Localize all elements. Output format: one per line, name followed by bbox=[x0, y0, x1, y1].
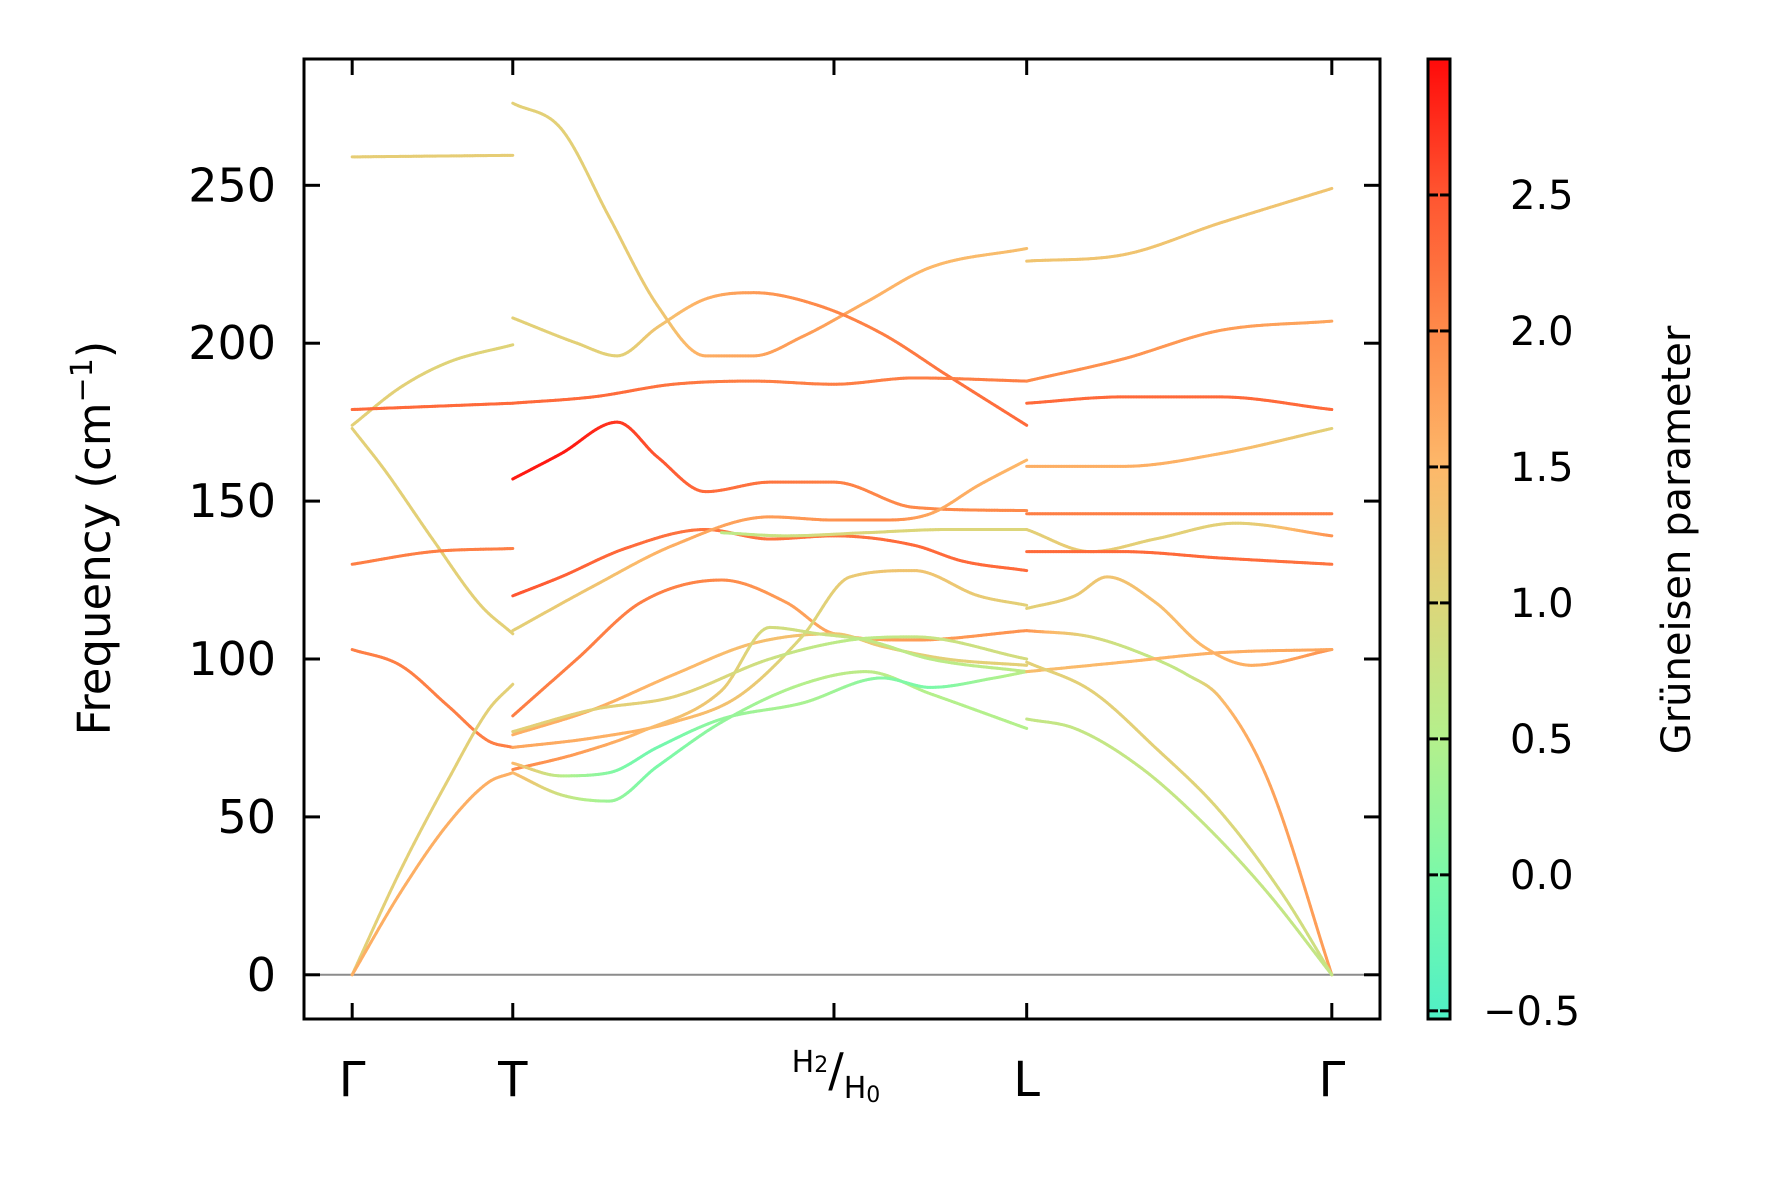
band-7-piece bbox=[508, 682, 515, 689]
y-tick-label: 250 bbox=[188, 158, 276, 212]
band-4 bbox=[350, 426, 515, 636]
x-tick-label: T bbox=[497, 1052, 528, 1108]
band-2-piece bbox=[508, 343, 515, 347]
band-4-piece bbox=[508, 629, 515, 636]
band-12 bbox=[511, 420, 1029, 513]
band-3 bbox=[350, 401, 515, 412]
x-tick-label-part: H bbox=[844, 1071, 867, 1106]
band-2 bbox=[350, 343, 515, 427]
band-9 bbox=[511, 101, 1029, 358]
colorbar-tick-label: 0.5 bbox=[1510, 717, 1574, 763]
band-22 bbox=[720, 528, 1029, 538]
band-14-piece bbox=[1022, 458, 1029, 463]
y-tick-label: 100 bbox=[188, 632, 276, 686]
band-7 bbox=[350, 682, 515, 977]
colorbar-tick-label: 0.0 bbox=[1510, 853, 1574, 899]
band-25 bbox=[1025, 395, 1334, 412]
band-9-piece bbox=[1022, 246, 1029, 251]
band-23 bbox=[1025, 186, 1334, 263]
band-1 bbox=[350, 153, 515, 159]
band-10 bbox=[511, 291, 1029, 427]
x-tick-label-sub: 0 bbox=[866, 1083, 880, 1108]
band-19 bbox=[511, 670, 1029, 803]
plot-border bbox=[302, 57, 1382, 1021]
band-14 bbox=[511, 458, 1029, 633]
band-10-piece bbox=[1022, 422, 1029, 427]
y-tick-label: 0 bbox=[247, 948, 276, 1002]
x-tick-label-part: H bbox=[792, 1045, 815, 1080]
y-tick-label: 150 bbox=[188, 474, 276, 528]
band-31-piece bbox=[1311, 913, 1318, 926]
phonon-bands bbox=[350, 101, 1334, 977]
band-33 bbox=[1025, 660, 1334, 977]
band-34-piece bbox=[1327, 969, 1334, 977]
plot-frame bbox=[302, 57, 1382, 1021]
colorbar-scale bbox=[1426, 57, 1452, 1021]
x-tick-label: L bbox=[1013, 1052, 1040, 1108]
x-tick-label-sub: 2 bbox=[814, 1053, 828, 1078]
band-5 bbox=[350, 546, 515, 566]
colorbar-tick-label: 2.5 bbox=[1510, 173, 1574, 219]
band-26-piece bbox=[1327, 426, 1334, 431]
band-29 bbox=[1025, 550, 1334, 566]
band-19-piece bbox=[1022, 726, 1029, 730]
colorbar-tick-label: 2.0 bbox=[1510, 309, 1574, 355]
band-28 bbox=[1025, 521, 1334, 554]
x-axis: Γ T H2/H0 L Γ bbox=[339, 59, 1345, 1108]
y-axis-label-close: ) bbox=[68, 341, 121, 359]
x-tick-label: H2/H0 bbox=[792, 1043, 881, 1108]
band-23-piece bbox=[1327, 186, 1334, 191]
band-31-piece bbox=[1308, 904, 1315, 917]
band-6 bbox=[350, 648, 515, 749]
x-tick-label-separator: / bbox=[828, 1043, 844, 1097]
colorbar: −0.5 0.0 0.5 1.0 1.5 2.0 2.5 bbox=[1426, 57, 1580, 1035]
band-34 bbox=[1025, 717, 1334, 977]
y-tick-label: 50 bbox=[217, 790, 276, 844]
band-21 bbox=[511, 635, 1029, 734]
band-24 bbox=[1025, 319, 1334, 383]
colorbar-tick-label: 1.5 bbox=[1510, 445, 1574, 491]
y-axis-label: Frequency (cm−1) bbox=[65, 341, 121, 736]
y-axis-label-superscript: −1 bbox=[65, 358, 100, 402]
band-21-piece bbox=[1022, 656, 1029, 661]
colorbar-tick-label: 1.0 bbox=[1510, 581, 1574, 627]
band-18 bbox=[511, 625, 1029, 772]
band-31-piece bbox=[1298, 870, 1304, 882]
band-20 bbox=[511, 670, 1029, 778]
band-17-piece bbox=[1022, 603, 1029, 607]
band-31-piece bbox=[1303, 887, 1310, 900]
band-8 bbox=[350, 771, 515, 977]
band-31-piece bbox=[1316, 931, 1323, 943]
band-31-piece bbox=[1314, 922, 1320, 935]
band-31-piece bbox=[1306, 896, 1312, 908]
band-13 bbox=[511, 528, 1029, 598]
colorbar-label: Grüneisen parameter bbox=[1654, 325, 1700, 754]
band-17 bbox=[511, 569, 1029, 749]
band-26 bbox=[1025, 426, 1334, 468]
band-30 bbox=[1025, 575, 1334, 667]
y-tick-label: 200 bbox=[188, 316, 276, 370]
x-tick-label: Γ bbox=[339, 1052, 366, 1108]
band-11 bbox=[511, 376, 1029, 405]
x-tick-label: Γ bbox=[1318, 1052, 1345, 1108]
band-31 bbox=[1025, 629, 1334, 977]
y-axis-label-text: Frequency (cm bbox=[68, 402, 121, 735]
y-axis: 0 50 100 150 200 250 bbox=[188, 158, 1380, 1002]
band-31-piece bbox=[1300, 878, 1307, 891]
colorbar-tick-label: −0.5 bbox=[1483, 989, 1580, 1035]
